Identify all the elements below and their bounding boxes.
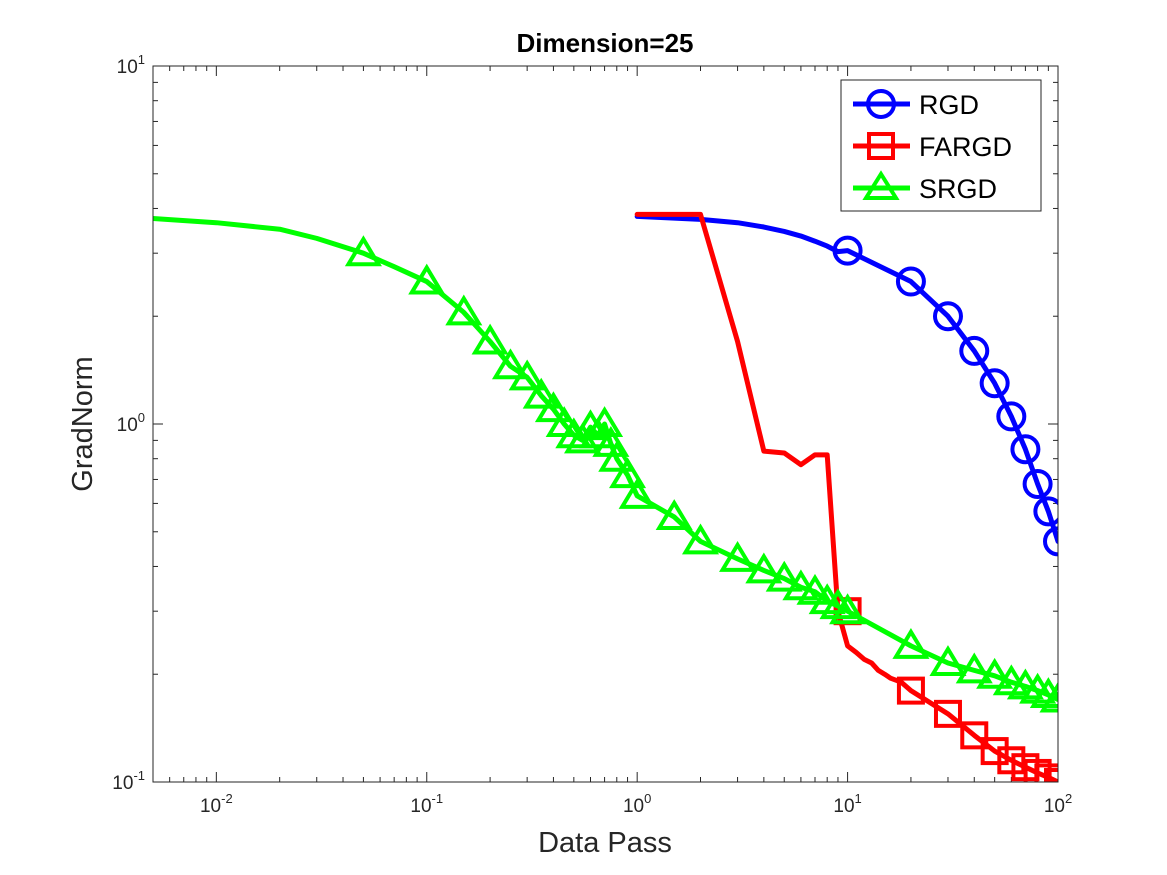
data-point-srgd bbox=[618, 477, 656, 509]
data-point-rgd bbox=[1043, 526, 1058, 557]
legend-item-srgd: SRGD bbox=[853, 170, 997, 204]
data-point-srgd bbox=[522, 377, 560, 409]
y-tick-label: 101 bbox=[117, 52, 145, 78]
data-point-rgd bbox=[996, 401, 1027, 432]
axes-box bbox=[152, 65, 1059, 783]
data-point-srgd bbox=[491, 348, 530, 380]
x-tick-label: 101 bbox=[833, 791, 861, 817]
y-tick-label: 10-1 bbox=[112, 768, 145, 794]
legend-marker-srgd bbox=[862, 170, 900, 200]
data-point-fargd bbox=[980, 737, 1009, 766]
tick-labels: 10-2 10-1 100 101 102 10-1 100 101 bbox=[112, 52, 1072, 817]
data-point-rgd bbox=[979, 368, 1010, 399]
data-point-fargd bbox=[933, 699, 962, 728]
data-point-srgd bbox=[471, 323, 509, 355]
data-point-fargd bbox=[960, 721, 989, 750]
series-line-rgd bbox=[634, 213, 1058, 544]
data-point-srgd bbox=[955, 652, 993, 684]
data-point-srgd bbox=[534, 391, 572, 423]
data-point-fargd bbox=[896, 676, 925, 705]
data-point-srgd bbox=[609, 457, 647, 489]
series-rgd bbox=[634, 213, 1058, 557]
data-point-rgd bbox=[1022, 468, 1053, 499]
y-tick-label: 100 bbox=[117, 410, 145, 436]
data-point-rgd bbox=[832, 235, 863, 266]
data-point-srgd bbox=[929, 645, 967, 676]
data-point-srgd bbox=[976, 657, 1014, 689]
x-tick-label: 10-2 bbox=[200, 791, 233, 817]
data-point-srgd bbox=[508, 359, 546, 391]
legend-item-rgd: RGD bbox=[853, 89, 979, 120]
legend: RGD FARGD SRGD bbox=[840, 79, 1042, 212]
legend-item-fargd: FARGD bbox=[853, 132, 1012, 162]
data-point-srgd bbox=[796, 573, 834, 605]
legend-label-srgd: SRGD bbox=[919, 174, 997, 204]
data-point-srgd bbox=[571, 409, 610, 441]
series-srgd bbox=[153, 216, 1058, 713]
legend-label-fargd: FARGD bbox=[919, 132, 1012, 162]
data-point-srgd bbox=[829, 593, 867, 625]
data-point-srgd bbox=[892, 627, 930, 659]
legend-marker-fargd bbox=[867, 132, 895, 160]
data-point-rgd bbox=[932, 301, 963, 332]
data-point-srgd bbox=[1039, 681, 1058, 713]
data-point-fargd bbox=[1034, 763, 1058, 782]
data-point-rgd bbox=[1033, 496, 1058, 527]
x-tick-label: 100 bbox=[623, 791, 651, 817]
x-tick-label: 102 bbox=[1044, 791, 1072, 817]
y-axis-label: GradNorm bbox=[67, 356, 99, 491]
data-point-srgd bbox=[681, 523, 720, 555]
data-point-srgd bbox=[745, 552, 783, 584]
data-point-srgd bbox=[344, 235, 382, 267]
data-point-srgd bbox=[719, 540, 757, 572]
data-point-rgd bbox=[959, 335, 990, 366]
data-point-fargd bbox=[997, 746, 1026, 775]
legend-marker-rgd bbox=[866, 89, 896, 119]
x-axis-label: Data Pass bbox=[538, 827, 672, 859]
tick-marks bbox=[152, 65, 1059, 783]
data-point-srgd bbox=[586, 406, 624, 437]
data-point-srgd bbox=[555, 417, 593, 449]
data-point-srgd bbox=[445, 294, 483, 326]
data-point-fargd bbox=[1023, 758, 1052, 782]
data-point-srgd bbox=[655, 499, 693, 530]
data-point-rgd bbox=[1010, 434, 1041, 465]
chart-title: Dimension=25 bbox=[516, 28, 693, 58]
data-point-rgd bbox=[895, 266, 926, 297]
data-point-srgd bbox=[765, 560, 803, 592]
legend-label-rgd: RGD bbox=[919, 90, 979, 120]
x-tick-label: 10-1 bbox=[410, 791, 443, 817]
data-point-srgd bbox=[1029, 677, 1058, 708]
data-point-srgd bbox=[408, 263, 446, 295]
series-group bbox=[153, 211, 1058, 782]
data-point-srgd bbox=[598, 440, 636, 472]
